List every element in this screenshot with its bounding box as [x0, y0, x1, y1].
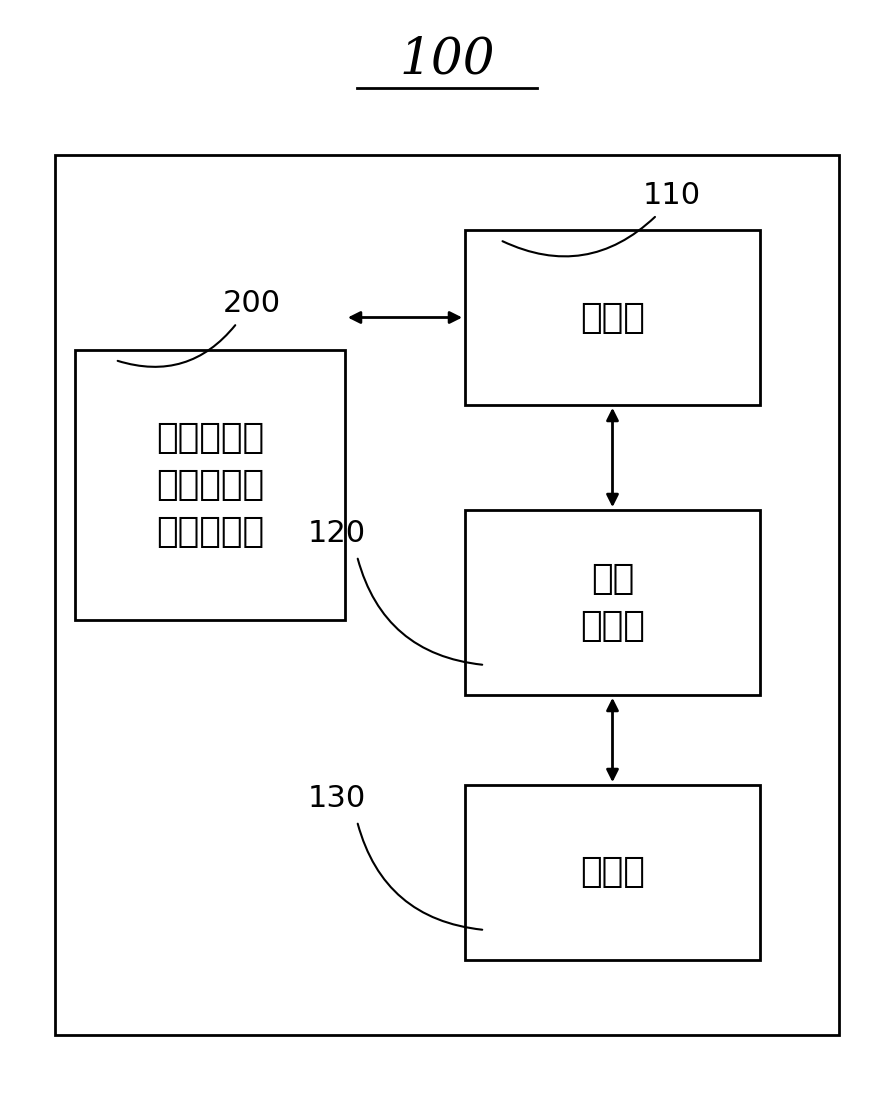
- Text: 处理器: 处理器: [580, 855, 645, 890]
- Text: 110: 110: [643, 181, 701, 210]
- Text: 130: 130: [308, 784, 367, 813]
- Text: 存储器: 存储器: [580, 301, 645, 335]
- Text: 多规格动力
系统控制分
配方法装置: 多规格动力 系统控制分 配方法装置: [156, 421, 264, 549]
- Text: 存储
控制器: 存储 控制器: [580, 562, 645, 643]
- Bar: [75, 350, 345, 620]
- Bar: [465, 785, 760, 960]
- Text: 120: 120: [308, 519, 366, 548]
- Bar: [465, 510, 760, 695]
- Text: 200: 200: [223, 288, 281, 318]
- Bar: [465, 230, 760, 405]
- Text: 100: 100: [400, 35, 494, 85]
- Bar: [55, 155, 839, 1035]
